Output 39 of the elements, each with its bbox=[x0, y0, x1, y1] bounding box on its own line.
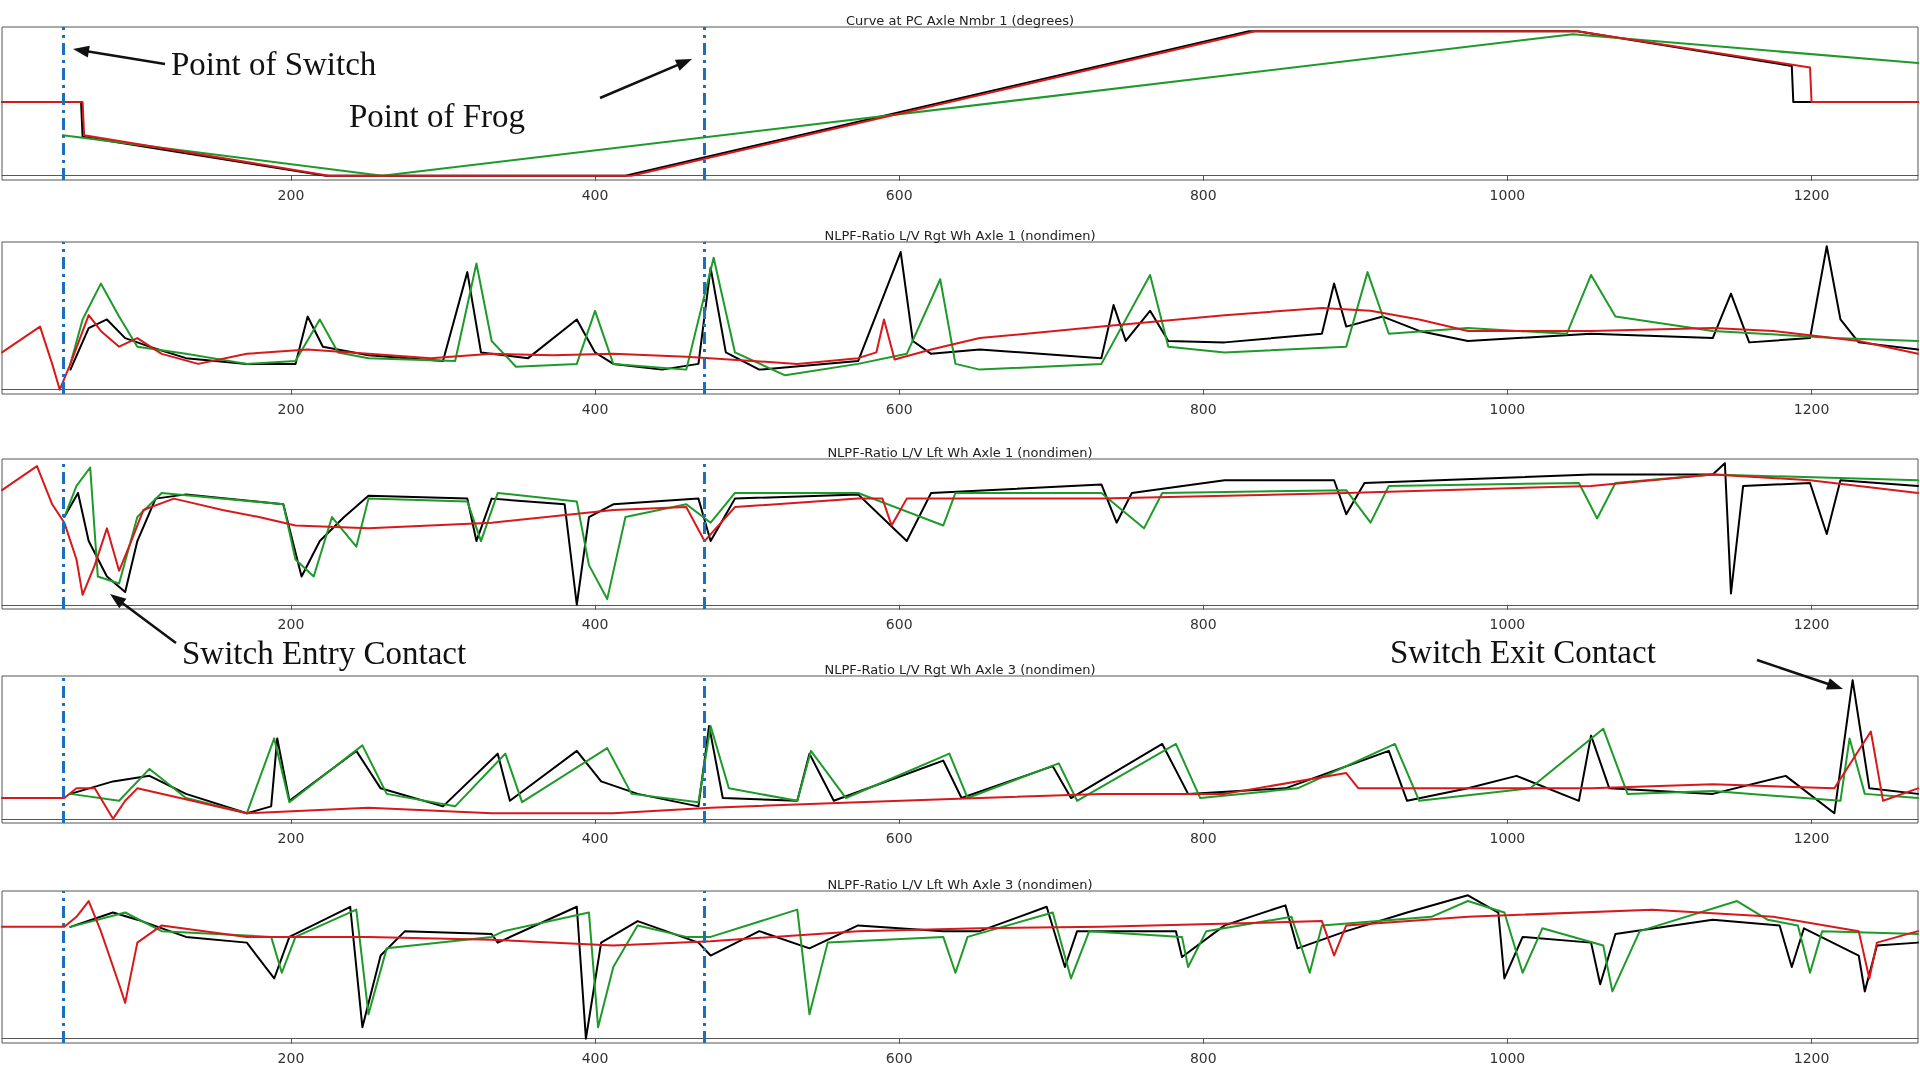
x-tick-label: 600 bbox=[885, 830, 913, 846]
chart-title: Curve at PC Axle Nmbr 1 (degrees) bbox=[845, 13, 1075, 28]
x-tick-label: 400 bbox=[581, 830, 609, 846]
x-tick-label: 200 bbox=[277, 187, 305, 203]
x-tick-label: 600 bbox=[885, 1050, 913, 1066]
x-tick-label: 800 bbox=[1189, 187, 1217, 203]
x-tick-label: 1200 bbox=[1793, 401, 1830, 417]
x-tick-label: 1200 bbox=[1793, 187, 1830, 203]
x-tick-label: 200 bbox=[277, 401, 305, 417]
x-tick-label: 1000 bbox=[1489, 616, 1526, 632]
x-tick-label: 800 bbox=[1189, 616, 1217, 632]
chart-title: NLPF-Ratio L/V Rgt Wh Axle 1 (nondimen) bbox=[824, 228, 1096, 243]
x-tick-label: 400 bbox=[581, 187, 609, 203]
x-tick-label: 800 bbox=[1189, 1050, 1217, 1066]
x-tick-label: 200 bbox=[277, 616, 305, 632]
chart-title: NLPF-Ratio L/V Rgt Wh Axle 3 (nondimen) bbox=[824, 662, 1096, 677]
x-tick-label: 800 bbox=[1189, 401, 1217, 417]
x-tick-label: 1200 bbox=[1793, 616, 1830, 632]
chart-title: NLPF-Ratio L/V Lft Wh Axle 1 (nondimen) bbox=[827, 445, 1093, 460]
annotation: Point of Switch bbox=[171, 46, 377, 82]
text: Switch Entry Contact bbox=[182, 635, 467, 671]
x-tick-label: 1000 bbox=[1489, 830, 1526, 846]
x-tick-label: 600 bbox=[885, 187, 913, 203]
x-tick-label: 800 bbox=[1189, 830, 1217, 846]
x-tick-label: 200 bbox=[277, 830, 305, 846]
x-tick-label: 200 bbox=[277, 1050, 305, 1066]
x-tick-label: 600 bbox=[885, 401, 913, 417]
chart-title: NLPF-Ratio L/V Lft Wh Axle 3 (nondimen) bbox=[827, 877, 1093, 892]
x-tick-label: 1000 bbox=[1489, 1050, 1526, 1066]
x-tick-label: 400 bbox=[581, 401, 609, 417]
x-tick-label: 1000 bbox=[1489, 187, 1526, 203]
x-tick-label: 400 bbox=[581, 1050, 609, 1066]
x-tick-label: 1000 bbox=[1489, 401, 1526, 417]
x-tick-label: 600 bbox=[885, 616, 913, 632]
x-tick-label: 1200 bbox=[1793, 830, 1830, 846]
annotation: Point of Frog bbox=[349, 98, 526, 134]
x-tick-label: 1200 bbox=[1793, 1050, 1830, 1066]
text: Switch Exit Contact bbox=[1390, 634, 1656, 670]
x-tick-label: 400 bbox=[581, 616, 609, 632]
